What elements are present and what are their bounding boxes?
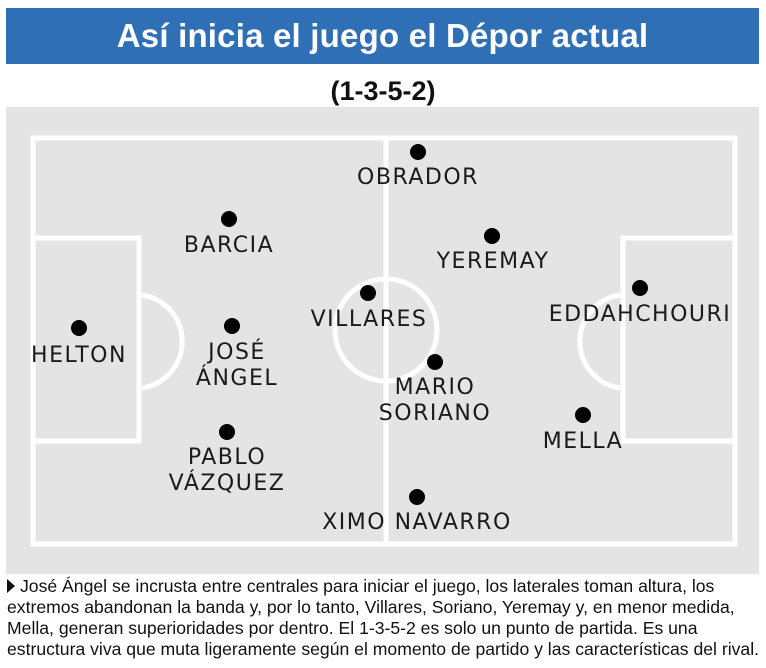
football-pitch: HELTON BARCIA JOSÉ ÁNGEL PABLO VÁZQUEZ OBRADOR… <box>6 107 759 574</box>
player-label-mella: MELLA <box>543 429 623 455</box>
caret-right-icon <box>7 579 15 593</box>
player-label-mario-soriano: MARIO SORIANO <box>379 375 491 427</box>
player-label-eddahchouri: EDDAHCHOURI <box>549 302 732 328</box>
player-name-line: MELLA <box>542 429 624 454</box>
player-dot-pablo-vazquez <box>219 424 235 440</box>
player-name-line: VÁZQUEZ <box>168 471 286 496</box>
player-name-line: SORIANO <box>378 401 492 426</box>
player-name-line: MARIO <box>394 375 476 400</box>
left-penalty-area <box>30 235 142 444</box>
player-label-villares: VILLARES <box>311 307 428 333</box>
player-label-obrador: OBRADOR <box>357 165 479 191</box>
pitch-lines <box>6 107 759 574</box>
player-name-line: YEREMAY <box>436 249 550 274</box>
center-circle <box>332 276 440 384</box>
right-penalty-arc <box>577 292 621 391</box>
caption-text: José Ángel se incrusta entre centrales p… <box>7 576 760 659</box>
right-penalty-area <box>620 235 738 444</box>
player-name-line: EDDAHCHOURI <box>548 302 732 327</box>
player-name-line: XIMO NAVARRO <box>322 510 512 535</box>
player-name-line: HELTON <box>31 343 127 368</box>
pitch-background <box>6 107 759 574</box>
title: Así inicia el juego el Dépor actual <box>116 17 649 54</box>
player-dot-helton <box>71 320 87 336</box>
player-dot-obrador <box>410 144 426 160</box>
player-dot-mario-soriano <box>427 354 443 370</box>
player-name-line: OBRADOR <box>357 165 479 190</box>
player-dot-jose-angel <box>224 318 240 334</box>
player-name-line: JOSÉ <box>208 340 266 365</box>
player-label-jose-angel: JOSÉ ÁNGEL <box>196 340 278 392</box>
player-name-line: VILLARES <box>310 307 428 332</box>
formation-label: (1-3-5-2) <box>330 76 436 106</box>
player-name-line: ÁNGEL <box>195 366 279 391</box>
caption: José Ángel se incrusta entre centrales p… <box>7 576 759 660</box>
player-name-line: BARCIA <box>183 233 275 258</box>
player-dot-eddahchouri <box>632 280 648 296</box>
title-banner: Así inicia el juego el Dépor actual <box>6 8 759 64</box>
player-label-barcia: BARCIA <box>184 233 274 259</box>
player-label-ximo-navarro: XIMO NAVARRO <box>322 510 512 536</box>
player-dot-yeremay <box>484 228 500 244</box>
player-dot-mella <box>575 407 591 423</box>
player-dot-villares <box>360 285 376 301</box>
player-name-line: PABLO <box>187 445 267 470</box>
player-dots <box>71 144 648 505</box>
player-dot-barcia <box>221 211 237 227</box>
left-penalty-arc <box>141 292 185 391</box>
player-label-pablo-vazquez: PABLO VÁZQUEZ <box>169 445 286 497</box>
player-dot-ximo-navarro <box>409 489 425 505</box>
player-label-yeremay: YEREMAY <box>437 249 550 275</box>
player-label-helton: HELTON <box>31 343 127 369</box>
